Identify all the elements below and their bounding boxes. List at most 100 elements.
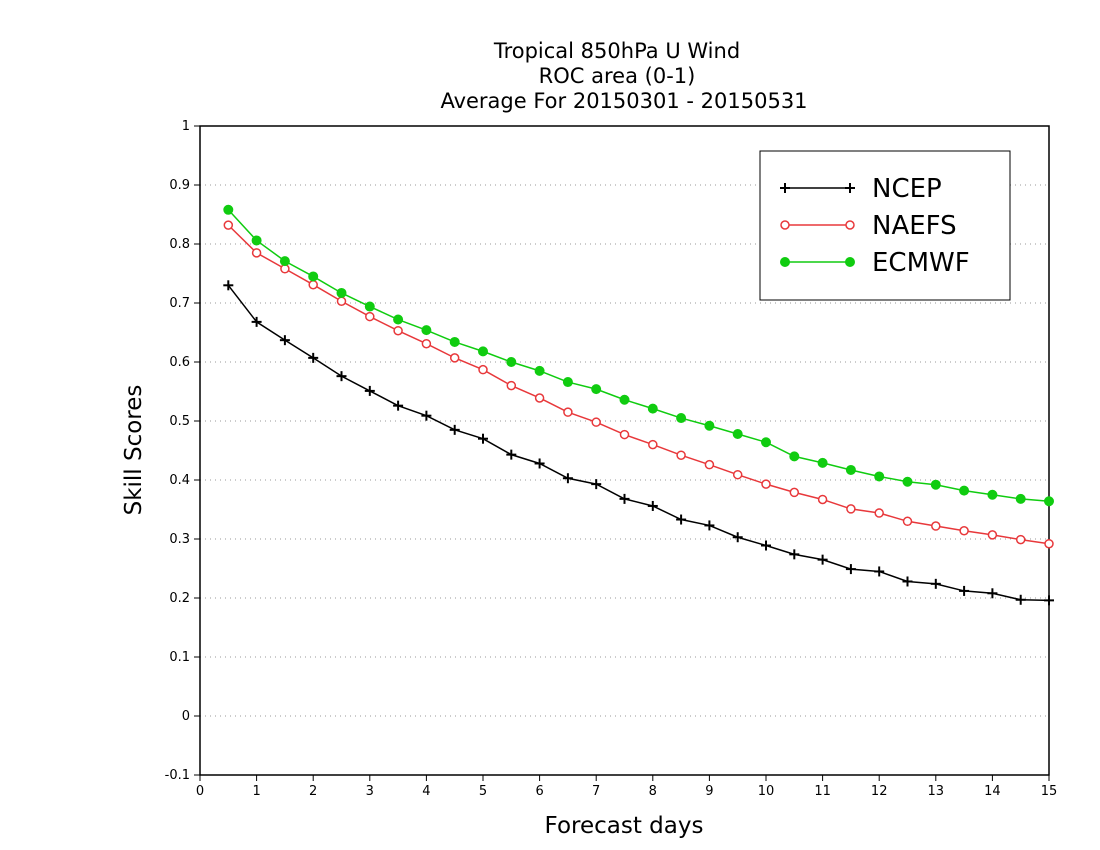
ecmwf-point [506,357,517,367]
naefs-point [421,338,432,349]
naefs-point [478,364,488,375]
x-tick-label: 8 [649,784,657,799]
y-axis-label: Skill Scores [121,385,147,516]
naefs-point [931,521,941,531]
naefs-point [817,494,828,505]
ecmwf-point [393,314,404,325]
y-tick-label: 0.5 [169,414,190,429]
ncep-point [393,400,404,411]
x-axis-ticks: 0 1 2 3 4 5 6 7 8 9 10 11 12 13 14 15 [196,775,1057,799]
ecmwf-series [223,204,1054,507]
legend-item-ecmwf: ECMWF [780,248,970,278]
ecmwf-point [279,256,290,267]
chart-title: Tropical 850hPa U Wind ROC area (0-1) Av… [440,39,807,113]
ncep-point [845,564,856,575]
legend-item-naefs: NAEFS [780,211,957,241]
naefs-point [1044,538,1054,549]
ncep-point [789,549,800,560]
ncep-point [902,576,913,587]
y-tick-label: 0.9 [169,178,190,193]
ecmwf-point [478,346,488,357]
naefs-point [308,279,318,290]
legend-marker [780,220,790,230]
naefs-point [789,487,800,498]
ncep-point [987,588,998,599]
naefs-point [591,417,601,427]
naefs-point [251,248,262,258]
naefs-point [676,450,686,460]
ncep-point [1015,594,1026,605]
ncep-point [930,578,941,589]
y-tick-label: -0.1 [165,768,190,783]
x-tick-label: 7 [592,784,600,799]
naefs-point [987,530,998,540]
ecmwf-point [874,471,885,482]
naefs-point [393,325,403,336]
ncep-point [761,540,771,551]
ncep-point [421,410,432,421]
naefs-point [959,525,969,536]
naefs-series [223,220,1054,549]
naefs-point [223,220,234,230]
ncep-point [732,532,743,543]
x-tick-label: 0 [196,784,204,799]
ecmwf-point [676,413,687,424]
naefs-point [365,311,375,322]
ncep-point [534,458,545,469]
ecmwf-point [987,489,998,500]
naefs-point [506,380,517,391]
ecmwf-point [959,485,970,496]
x-tick-label: 15 [1041,784,1058,799]
x-tick-label: 13 [928,784,945,799]
ecmwf-point [421,325,432,336]
naefs-line [227,224,1050,545]
ncep-point [449,424,460,435]
naefs-point [761,479,771,489]
x-tick-label: 12 [871,784,888,799]
ncep-point [364,385,375,396]
legend-item-ncep: NCEP [780,174,942,204]
x-tick-label: 1 [252,784,260,799]
ecmwf-point [704,420,715,431]
x-tick-label: 14 [984,784,1001,799]
ncep-point [223,280,234,291]
ecmwf-point [336,287,347,298]
ecmwf-point [308,271,319,282]
title-line-1: Tropical 850hPa U Wind [493,39,740,63]
ecmwf-point [591,384,602,395]
ecmwf-point [562,377,573,388]
ecmwf-point [789,451,800,462]
legend-label: ECMWF [872,248,970,278]
ncep-point [336,371,347,382]
y-tick-label: 0.6 [169,355,190,370]
x-tick-label: 3 [366,784,374,799]
y-tick-label: 0.1 [169,650,190,665]
ncep-point [478,433,488,444]
ecmwf-point [902,476,913,487]
ecmwf-point [534,365,545,376]
y-tick-label: 1 [182,119,190,134]
legend-label: NCEP [872,174,942,204]
ecmwf-point [223,204,234,215]
x-tick-label: 9 [705,784,713,799]
y-tick-label: 0.8 [169,237,190,252]
x-tick-label: 6 [535,784,543,799]
legend-marker [845,183,855,193]
ecmwf-point [761,437,771,448]
title-line-3: Average For 20150301 - 20150531 [440,89,807,113]
naefs-point [732,469,743,480]
naefs-point [874,508,884,518]
y-axis-ticks: -0.1 0 0.1 0.2 0.3 0.4 0.5 0.6 0.7 0.8 0.9 1 [165,119,200,783]
ncep-point [279,335,290,346]
ecmwf-point [449,336,460,347]
legend-marker [780,257,790,267]
y-tick-label: 0.2 [169,591,190,606]
ncep-series [223,280,1054,606]
title-line-2: ROC area (0-1) [539,64,696,88]
ncep-point [647,500,658,511]
ncep-point [506,449,517,460]
y-tick-label: 0 [182,709,190,724]
ecmwf-point [732,428,743,439]
ncep-point [704,520,715,531]
